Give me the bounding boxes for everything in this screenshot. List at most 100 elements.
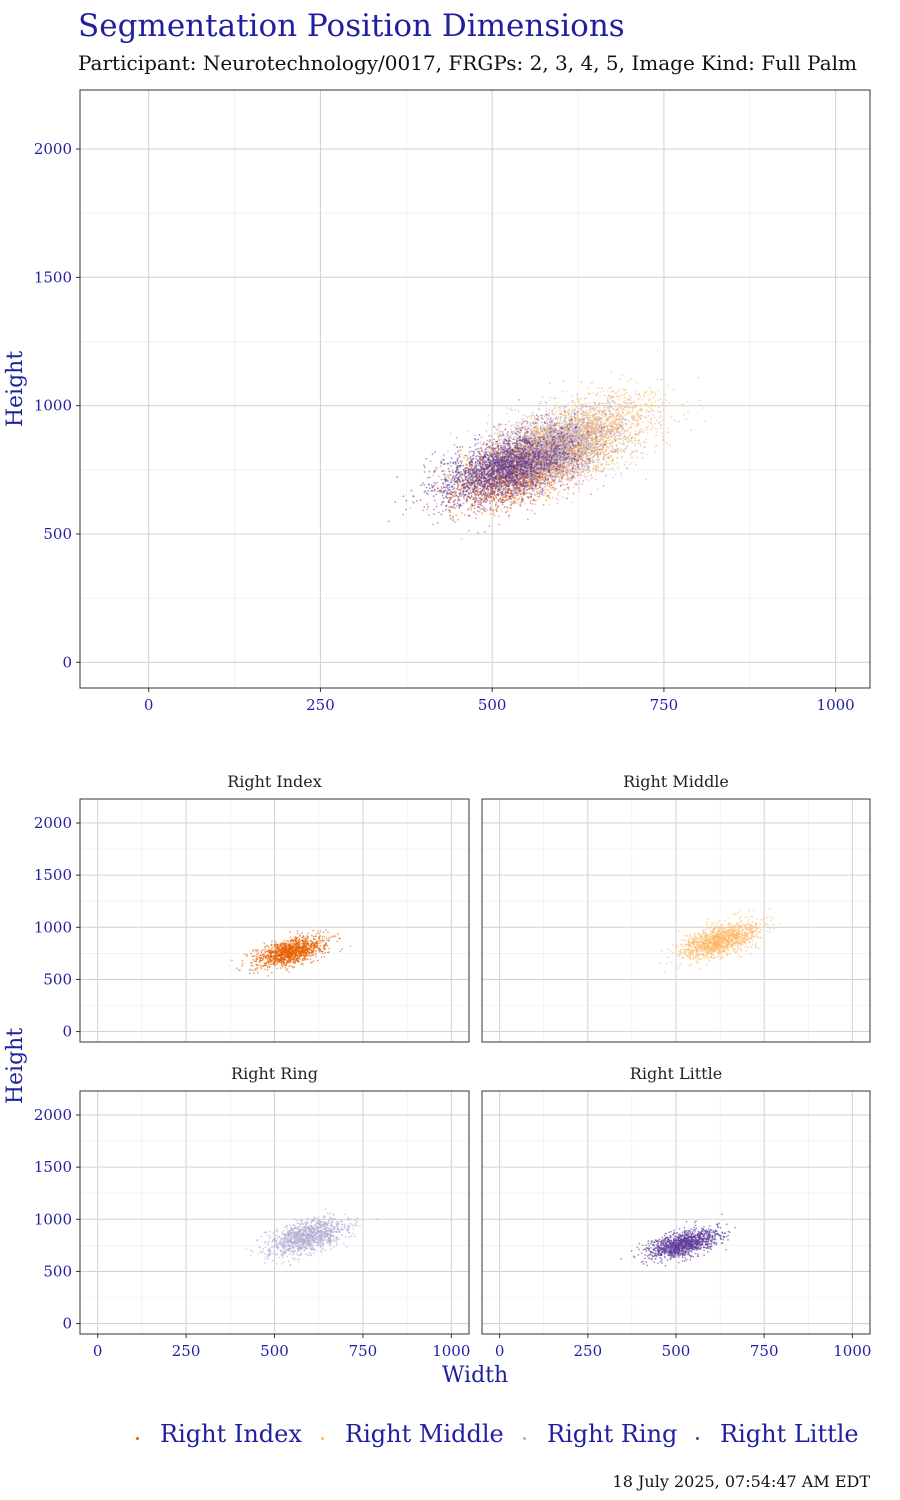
data-point: [610, 386, 613, 389]
data-point: [611, 440, 613, 443]
data-point: [537, 490, 540, 493]
data-point: [576, 483, 579, 486]
data-point: [611, 418, 614, 421]
data-point: [599, 395, 601, 398]
data-point: [661, 403, 664, 406]
data-point: [607, 415, 610, 418]
data-point: [495, 501, 498, 504]
data-point: [542, 478, 545, 481]
data-point: [534, 430, 537, 432]
data-point: [597, 387, 600, 390]
data-point: [445, 484, 447, 486]
data-point: [661, 435, 664, 438]
data-point: [556, 402, 559, 404]
data-point: [539, 433, 542, 436]
data-point: [627, 427, 630, 429]
data-point: [619, 396, 622, 399]
data-point: [608, 397, 611, 400]
data-point: [591, 381, 594, 384]
data-point: [667, 427, 669, 430]
data-point: [561, 472, 564, 474]
data-point: [618, 415, 620, 417]
data-point: [618, 410, 620, 413]
data-points: [387, 349, 707, 540]
data-point: [566, 476, 569, 479]
data-point: [630, 426, 632, 429]
data-point: [506, 506, 509, 509]
data-point: [622, 411, 624, 414]
data-point: [471, 488, 474, 490]
data-point: [615, 395, 618, 398]
data-point: [605, 408, 608, 411]
data-point: [621, 429, 624, 432]
data-point: [623, 405, 626, 408]
data-point: [574, 404, 576, 406]
data-point: [602, 484, 605, 487]
data-point: [637, 382, 639, 384]
data-point: [563, 483, 565, 486]
data-point: [601, 450, 603, 452]
data-point: [630, 440, 633, 442]
data-point: [506, 497, 509, 500]
data-point: [581, 483, 584, 485]
data-point: [573, 402, 576, 404]
data-point: [447, 476, 450, 479]
data-point: [487, 435, 490, 437]
data-point: [496, 428, 498, 431]
data-point: [597, 470, 600, 473]
data-point: [555, 413, 557, 416]
data-point: [518, 399, 520, 401]
data-point: [520, 501, 523, 504]
data-point: [483, 531, 486, 533]
data-point: [625, 399, 627, 402]
data-point: [579, 477, 582, 480]
data-point: [599, 444, 602, 447]
data-point: [475, 513, 478, 515]
data-point: [558, 478, 561, 481]
data-point: [489, 513, 492, 516]
data-point: [590, 420, 593, 423]
data-point: [489, 500, 491, 502]
data-point: [518, 484, 520, 487]
data-point: [501, 497, 504, 499]
data-point: [620, 405, 623, 408]
data-point: [617, 398, 620, 401]
data-point: [658, 416, 661, 419]
data-point: [523, 502, 526, 505]
data-point: [498, 523, 501, 526]
data-point: [591, 426, 594, 429]
data-point: [528, 497, 530, 499]
data-point: [436, 502, 438, 505]
data-point: [606, 397, 609, 400]
data-point: [485, 509, 488, 512]
data-point: [622, 440, 625, 443]
data-point: [596, 416, 598, 418]
data-point: [437, 475, 440, 478]
data-point: [650, 392, 652, 395]
data-point: [568, 408, 570, 410]
data-point: [624, 451, 626, 454]
data-point: [606, 406, 609, 409]
data-point: [524, 420, 527, 422]
data-point: [647, 420, 649, 423]
data-point: [629, 456, 632, 459]
data-point: [545, 499, 548, 502]
data-point: [514, 408, 517, 411]
data-point: [471, 498, 474, 500]
data-point: [654, 451, 657, 453]
data-point: [645, 416, 648, 419]
data-point: [567, 486, 570, 489]
data-point: [644, 392, 646, 394]
data-point: [606, 442, 608, 445]
data-point: [662, 439, 664, 441]
data-point: [480, 495, 483, 497]
data-point: [480, 436, 483, 439]
data-point: [554, 427, 556, 429]
data-point: [513, 500, 516, 503]
data-point: [620, 415, 623, 418]
data-point: [602, 416, 605, 418]
data-point: [605, 445, 608, 448]
data-point: [527, 492, 530, 494]
data-point: [448, 506, 450, 509]
data-point: [624, 396, 626, 399]
